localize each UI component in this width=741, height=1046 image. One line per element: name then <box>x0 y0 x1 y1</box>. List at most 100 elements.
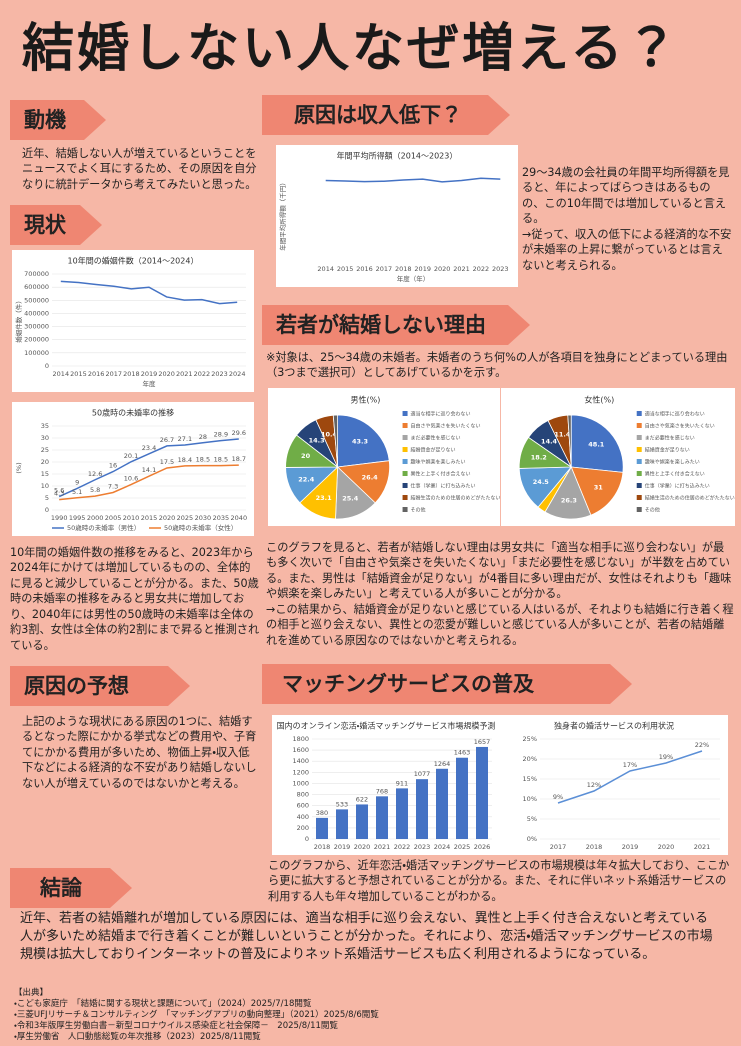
x-tick-label: 1995 <box>69 514 86 522</box>
data-label: 17.5 <box>160 458 174 466</box>
y-tick-label: 1000 <box>292 779 309 787</box>
legend-swatch <box>636 447 642 452</box>
data-label: 23.1 <box>316 494 333 502</box>
y-tick-label: 400 <box>297 813 309 821</box>
data-label: 5.1 <box>72 488 82 496</box>
legend-swatch <box>636 423 642 428</box>
legend-label: 自由さや気楽さを失いたくない <box>411 423 481 430</box>
data-label: 12% <box>587 781 601 789</box>
legend-swatch <box>636 435 642 440</box>
x-tick-label: 2020 <box>434 265 451 273</box>
data-label: 911 <box>396 779 408 787</box>
data-label: 10.4 <box>321 430 338 438</box>
bar <box>416 779 428 839</box>
x-axis-label: 年度（年） <box>397 274 430 283</box>
legend-label: 異性と上手く付き合えない <box>411 471 471 478</box>
data-label: 768 <box>376 787 388 795</box>
chart: 男性(%) 43.3 26.4 25.4 23.1 22.4 20 14.310.4 適当な相手… <box>268 388 500 526</box>
legend-label: 自由さや気楽さを失いたくない <box>645 423 715 430</box>
y-axis-label: (%) <box>15 462 23 473</box>
data-label: 26.3 <box>561 497 577 505</box>
x-tick-label: 2015 <box>141 514 158 522</box>
data-label: 18.2 <box>531 453 547 461</box>
pie-slice <box>570 466 624 516</box>
paragraph: 29～34歳の会社員の年間平均所得額を見ると、年によってばらつきはあるものの、こ… <box>522 166 730 226</box>
data-label: 14.3 <box>309 437 325 445</box>
x-tick-label: 2014 <box>317 265 334 273</box>
section-text: 近年、結婚しない人が増えているということをニュースでよく耳にするため、その原因を… <box>22 146 258 192</box>
chart-title: 年間平均所得額（2014～2023） <box>337 151 458 161</box>
paragraph: 上記のような現状にある原因の1つに、結婚するとなった際にかかる挙式などの費用や、… <box>22 715 257 790</box>
x-tick-label: 2026 <box>474 843 491 851</box>
y-tick-label: 300000 <box>24 323 49 331</box>
section-heading: 原因は収入低下？ <box>262 95 510 135</box>
data-label: 14.1 <box>142 466 156 474</box>
source-item: ・こども家庭庁 「結婚に関する現状と課題について」（2024）2025/7/18… <box>14 999 312 1010</box>
x-tick-label: 2023 <box>414 843 431 851</box>
line <box>59 464 239 501</box>
source-item: ・令和3年版厚生労働白書－新型コロナウイルス感染症と社会保障－ 2025/8/1… <box>14 1021 338 1032</box>
legend-label: 異性と上手く付き合えない <box>645 471 705 478</box>
bar <box>396 788 408 839</box>
bar <box>356 804 368 839</box>
x-tick-label: 2015 <box>337 265 354 273</box>
data-label: 380 <box>316 809 328 817</box>
data-label: 26.7 <box>160 436 174 444</box>
x-tick-label: 2021 <box>374 843 391 851</box>
x-tick-label: 2018 <box>123 370 140 378</box>
section-heading: 原因の予想 <box>10 666 190 706</box>
source-item: ・厚生労働省 人口動態総覧の年次推移（2023）2025/8/11閲覧 <box>14 1032 261 1043</box>
section-text: このグラフから、近年恋活・婚活マッチングサービスの市場規模は年々拡大しており、こ… <box>268 858 736 904</box>
y-tick-label: 5% <box>527 815 537 823</box>
legend-swatch <box>402 483 408 488</box>
x-tick-label: 1990 <box>51 514 68 522</box>
legend-label: その他 <box>645 507 660 514</box>
legend-label: まだ必要性を感じない <box>645 435 695 442</box>
data-label: 22.4 <box>298 476 315 484</box>
paragraph: 10年間の婚姻件数の推移をみると、2023年から2024年にかけては増加している… <box>10 546 260 652</box>
y-tick-label: 10% <box>523 795 537 803</box>
x-tick-label: 2018 <box>314 843 331 851</box>
x-tick-label: 2019 <box>141 370 158 378</box>
x-tick-label: 2020 <box>158 370 175 378</box>
y-axis-label: 年間平均所得額（千円） <box>278 179 287 251</box>
chart-background <box>500 715 728 855</box>
poster-title: 結婚しない人なぜ増える？ <box>22 19 681 79</box>
paragraph: このグラフを見ると、若者が結婚しない理由は男女共に「適当な相手に巡り会わない」が… <box>266 541 732 601</box>
x-tick-label: 2021 <box>453 265 470 273</box>
data-label: 29.6 <box>232 429 246 437</box>
data-label: 27.1 <box>178 435 192 443</box>
legend-swatch <box>402 471 408 476</box>
legend-label: 仕事（学業）に打ち込みたい <box>645 483 710 490</box>
x-tick-label: 2019 <box>334 843 351 851</box>
legend-label: その他 <box>411 507 426 514</box>
data-label: 1264 <box>434 760 451 768</box>
x-tick-label: 2020 <box>159 514 176 522</box>
data-label: 10.6 <box>124 475 138 483</box>
y-tick-label: 400000 <box>24 309 49 317</box>
y-tick-label: 5 <box>45 494 49 502</box>
section-heading: 現状 <box>10 205 102 245</box>
x-tick-label: 2019 <box>414 265 431 273</box>
y-tick-label: 200 <box>297 824 309 832</box>
data-label: 5.6 <box>54 487 64 495</box>
legend-swatch <box>636 471 642 476</box>
y-tick-label: 20 <box>41 458 49 466</box>
legend-swatch <box>636 507 642 512</box>
section-text: このグラフを見ると、若者が結婚しない理由は男女共に「適当な相手に巡り会わない」が… <box>266 540 734 648</box>
y-tick-label: 200000 <box>24 336 49 344</box>
paragraph: ※対象は、25～34歳の未婚者。未婚者のうち何%の人が各項目を独身にとどまってい… <box>266 351 728 380</box>
data-label: 23.4 <box>142 444 156 452</box>
x-tick-label: 2022 <box>394 843 411 851</box>
line <box>58 438 239 498</box>
note: ※対象は、25～34歳の未婚者。未婚者のうち何%の人が各項目を独身にとどまってい… <box>266 350 732 381</box>
pie-slice <box>567 414 572 468</box>
legend-swatch <box>402 459 408 464</box>
data-label: 20 <box>301 452 311 460</box>
x-tick-label: 2020 <box>658 843 675 851</box>
x-tick-label: 2017 <box>376 265 393 273</box>
line <box>557 750 703 804</box>
legend-swatch <box>402 423 408 428</box>
data-label: 24.5 <box>533 478 550 486</box>
